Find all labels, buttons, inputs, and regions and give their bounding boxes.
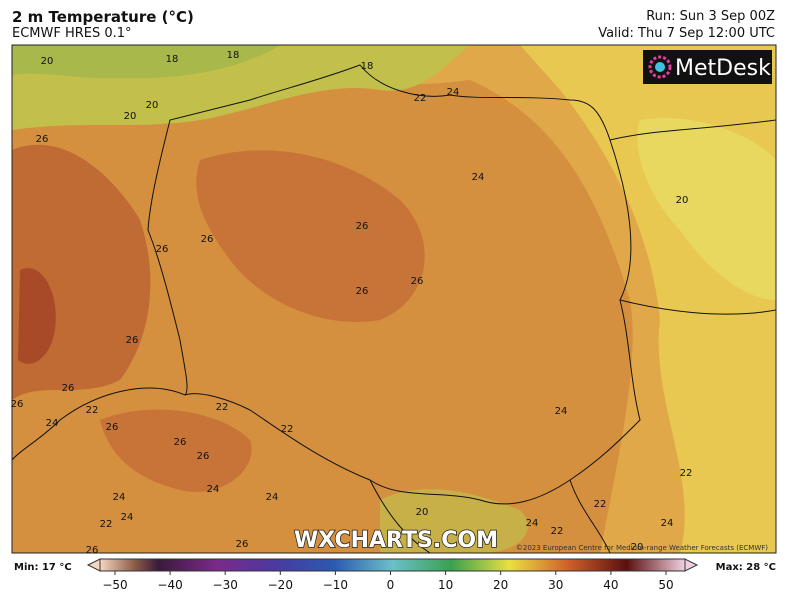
contour-label: 20	[124, 111, 137, 122]
contour-label: 24	[113, 492, 126, 503]
contour-label: 20	[146, 100, 159, 111]
copyright: ©2023 European Centre for Medium-range W…	[516, 544, 768, 552]
contour-label: 26	[86, 545, 99, 556]
colorbar-tick-label: 40	[603, 578, 618, 592]
contour-label: 26	[156, 244, 169, 255]
contour-label: 26	[126, 335, 139, 346]
border-ne	[609, 119, 776, 141]
contour-label: 24	[447, 87, 460, 98]
contour-label: 26	[197, 451, 210, 462]
hot-zone-south	[100, 409, 252, 492]
sea-zone	[12, 45, 280, 79]
map-frame	[11, 44, 777, 554]
colorbar-tick-label: −30	[213, 578, 238, 592]
contour-label: 26	[411, 276, 424, 287]
contour-label: 22	[86, 405, 99, 416]
contour-label: 26	[106, 422, 119, 433]
colorbar-high-arrow	[684, 558, 699, 572]
colorbar-tick-label: −40	[157, 578, 182, 592]
contour-label: 26	[62, 383, 75, 394]
light-zone	[637, 118, 776, 300]
contour-label: 24	[266, 492, 279, 503]
logo-icon	[648, 55, 672, 79]
map-title: 2 m Temperature (°C)	[12, 8, 194, 26]
hottest-zone	[18, 268, 56, 364]
logo-text: MetDesk	[675, 56, 771, 81]
contour-label: 22	[680, 468, 693, 479]
colorbar-low-arrow	[86, 558, 101, 572]
contour-label: 26	[11, 399, 24, 410]
contour-label: 24	[472, 172, 485, 183]
border-se	[569, 479, 611, 553]
valid-label: Valid: Thu 7 Sep 12:00 UTC	[598, 26, 775, 41]
contour-label: 26	[356, 286, 369, 297]
contour-label: 22	[551, 526, 564, 537]
colorbar-tick-label: −20	[268, 578, 293, 592]
max-label: Max: 28 °C	[716, 562, 776, 573]
colorbar-tick-label: 20	[493, 578, 508, 592]
run-label: Run: Sun 3 Sep 00Z	[646, 9, 775, 24]
contour-label: 18	[227, 50, 240, 61]
colorbar-ticks: −50 −40 −30 −20 −10 0 10 20 30 40 50	[102, 571, 674, 592]
contour-label: 24	[121, 512, 134, 523]
contour-label: 26	[201, 234, 214, 245]
border-sw	[12, 387, 186, 461]
contour-label: 18	[166, 54, 179, 65]
contour-label: 20	[631, 542, 644, 553]
contour-label: 24	[207, 484, 220, 495]
contour-label: 24	[555, 406, 568, 417]
contour-label: 22	[281, 424, 294, 435]
borders	[12, 64, 776, 553]
contour-label: 26	[236, 539, 249, 550]
model-label: ECMWF HRES 0.1°	[12, 26, 132, 41]
border-e	[619, 299, 776, 315]
contour-label: 22	[216, 402, 229, 413]
contour-label: 26	[356, 221, 369, 232]
contour-label: 24	[526, 518, 539, 529]
colorbar-tick-label: 30	[548, 578, 563, 592]
contour-label: 22	[100, 519, 113, 530]
colorbar-tick-label: −50	[102, 578, 127, 592]
contour-label: 20	[676, 195, 689, 206]
contour-label: 26	[36, 134, 49, 145]
min-label: Min: 17 °C	[14, 562, 72, 573]
watermark: WXCHARTS.COM	[294, 528, 498, 553]
colorbar-tick-label: 10	[438, 578, 453, 592]
contour-label: 24	[46, 418, 59, 429]
colorbar-tick-label: 0	[387, 578, 395, 592]
contour-label: 22	[414, 93, 427, 104]
contour-labels: 20 18 18 18 20 20 22 24 26 24 20 26 26 26 26 26 26 26 26 22…	[11, 50, 693, 556]
contour-label: 24	[661, 518, 674, 529]
colorbar-tick-label: 50	[658, 578, 673, 592]
map-area	[12, 45, 776, 553]
contour-label: 18	[361, 61, 374, 72]
colorbar	[99, 558, 686, 572]
mountain-zone	[380, 489, 528, 553]
contour-label: 20	[416, 507, 429, 518]
contour-label: 20	[41, 56, 54, 67]
contour-label: 22	[594, 499, 607, 510]
contour-label: 26	[174, 437, 187, 448]
colorbar-tick-label: −10	[323, 578, 348, 592]
hot-zone-central	[196, 150, 425, 322]
border-s	[369, 479, 431, 553]
border-main	[147, 64, 641, 505]
warm-zone	[12, 45, 776, 553]
